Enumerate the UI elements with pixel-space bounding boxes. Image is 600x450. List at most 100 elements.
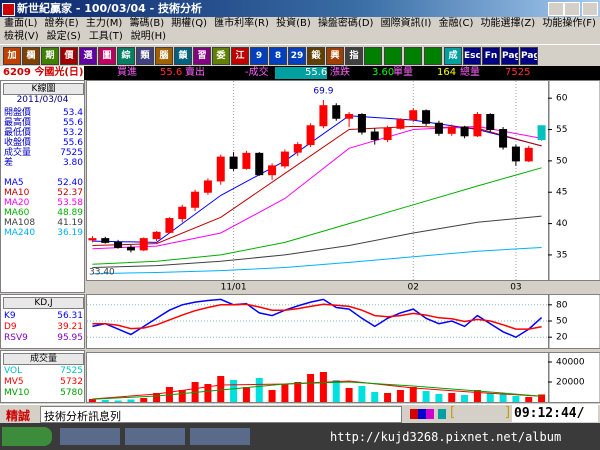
- quote-field: 買進: [117, 67, 137, 78]
- menu-item[interactable]: 金融(C): [438, 18, 474, 29]
- menu-item[interactable]: 匯市利率(R): [214, 18, 269, 29]
- toolbar-button[interactable]: 加: [3, 47, 21, 65]
- annotation: 69.9: [313, 87, 333, 97]
- volume-bar: [422, 391, 430, 402]
- plot-frame: [86, 80, 549, 281]
- toolbar-button[interactable]: 欄: [22, 47, 40, 65]
- menu-item[interactable]: 國際資訊(I): [380, 18, 432, 29]
- toolbar-button[interactable]: 習: [193, 47, 211, 65]
- menu-item[interactable]: 功能操作(F): [542, 18, 596, 29]
- quote-field: 漲跌: [330, 67, 350, 78]
- close-button[interactable]: [582, 2, 598, 16]
- toolbar-icon[interactable]: [404, 47, 422, 65]
- toolbar-button[interactable]: 江: [231, 47, 249, 65]
- quote-field: 7525: [505, 67, 531, 78]
- candle-body: [126, 246, 135, 251]
- stat-label: 最低價: [4, 128, 32, 138]
- legend-value: 7525: [60, 366, 83, 376]
- menu-item[interactable]: 工具(T): [88, 31, 123, 42]
- toolbar-button[interactable]: 圖: [98, 47, 116, 65]
- toolbar-icon[interactable]: [364, 47, 382, 65]
- x-tick-label: 03: [510, 283, 521, 293]
- quote-field: -成交: [245, 67, 269, 78]
- quote-field: 164: [437, 67, 457, 78]
- legend-name: MA108: [4, 218, 36, 228]
- menu-item[interactable]: 操盤密碼(D): [317, 18, 374, 29]
- volume-bar: [512, 396, 520, 402]
- maximize-button[interactable]: [564, 2, 580, 16]
- legend-row: MA60 48.89: [4, 208, 83, 219]
- menu-item[interactable]: 證券(E): [44, 18, 79, 29]
- toolbar-button[interactable]: 8: [269, 47, 287, 65]
- toolbar-button[interactable]: 興: [326, 47, 344, 65]
- x-tick-label: 02: [408, 283, 419, 293]
- candle-body: [229, 156, 238, 169]
- stat-row: 開盤價 53.4: [4, 108, 83, 119]
- panel-title: K線圖: [3, 83, 84, 95]
- menu-item[interactable]: 籌碼(B): [129, 18, 165, 29]
- y-tick-label: 80: [556, 300, 568, 310]
- volume-bar: [358, 386, 366, 402]
- candle-body: [306, 125, 315, 146]
- menu-item[interactable]: 期權(Q): [171, 18, 207, 29]
- legend-row: MA20 53.58: [4, 198, 83, 209]
- toolbar-button[interactable]: 鍛: [307, 47, 325, 65]
- menu-item[interactable]: 畫面(L): [4, 18, 38, 29]
- legend-name: MV10: [4, 388, 30, 398]
- candle-body: [409, 110, 418, 120]
- menu-item[interactable]: 檢視(V): [4, 31, 39, 42]
- toolbar-button[interactable]: 29: [288, 47, 306, 65]
- toolbar-button[interactable]: 價: [60, 47, 78, 65]
- candle-body: [114, 241, 123, 248]
- y-tick-label: 35: [556, 250, 567, 260]
- legend-row: MA5 52.40: [4, 178, 83, 189]
- candle-body: [537, 125, 546, 141]
- menu-item[interactable]: 說明(H): [130, 31, 167, 42]
- volume-bar: [409, 387, 417, 402]
- candle-body: [434, 122, 443, 134]
- toolbar-button[interactable]: 綜: [117, 47, 135, 65]
- quote-field: 55.6: [305, 67, 328, 78]
- toolbar-icon[interactable]: [384, 47, 402, 65]
- toolbar-icon[interactable]: [424, 47, 442, 65]
- menu-item[interactable]: 設定(S): [46, 31, 81, 42]
- candle-body: [422, 110, 431, 124]
- toolbar-button[interactable]: 鎖: [174, 47, 192, 65]
- toolbar-button[interactable]: 9: [250, 47, 268, 65]
- menu-item[interactable]: 投資(B): [276, 18, 311, 29]
- y-tick-label: 40: [556, 219, 568, 229]
- volume-info-panel: 成交量 VOL 7525 MV5 5732 MV10 5780: [0, 350, 85, 403]
- menu-item[interactable]: 主力(M): [85, 18, 123, 29]
- toolbar-button[interactable]: 委: [212, 47, 230, 65]
- candle-body: [203, 180, 212, 193]
- stat-label: 開盤價: [4, 108, 32, 118]
- toolbar-button[interactable]: Page: [501, 47, 519, 65]
- toolbar-button[interactable]: 期: [41, 47, 59, 65]
- toolbar-button[interactable]: 選: [79, 47, 97, 65]
- stat-label: 收盤價: [4, 138, 32, 148]
- ma-line: [92, 247, 542, 275]
- toolbar-button[interactable]: Page: [520, 47, 538, 65]
- minimize-button[interactable]: [548, 2, 564, 16]
- volume-bar: [319, 372, 327, 402]
- toolbar-button[interactable]: 腦: [155, 47, 173, 65]
- candle-body: [178, 206, 187, 220]
- legend-row: MA10 52.37: [4, 188, 83, 199]
- legend-row: VOL 7525: [4, 366, 83, 377]
- candle-body: [447, 126, 456, 134]
- legend-value: 48.89: [57, 208, 83, 218]
- toolbar-button[interactable]: Fn: [482, 47, 500, 65]
- stat-label: 差: [4, 158, 14, 168]
- toolbar-button[interactable]: Esc: [463, 47, 481, 65]
- plot-frame: [86, 352, 549, 403]
- volume-bar: [281, 384, 289, 402]
- menu-item[interactable]: 功能選擇(Z): [480, 18, 536, 29]
- y-tick-label: 50: [556, 317, 568, 327]
- stat-row: 差 3.80: [4, 158, 83, 169]
- toolbar-button[interactable]: 成: [444, 47, 462, 65]
- x-tick-label: 11/01: [221, 283, 247, 293]
- quote-field: 總量: [460, 67, 480, 78]
- toolbar-button[interactable]: 指: [345, 47, 363, 65]
- quote-field: 55.6: [160, 67, 183, 78]
- toolbar-button[interactable]: 類: [136, 47, 154, 65]
